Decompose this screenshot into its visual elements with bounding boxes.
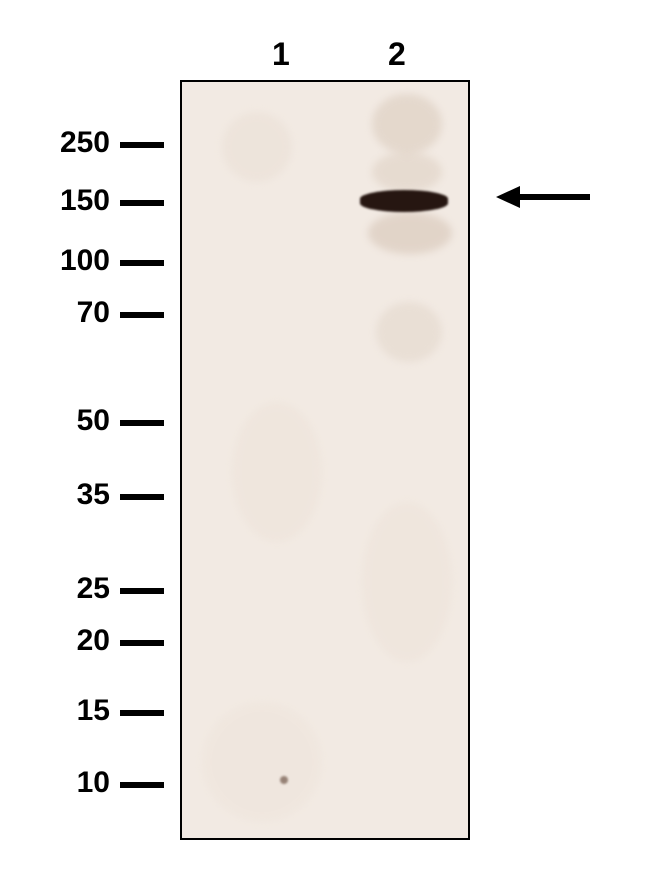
smudge	[376, 302, 442, 362]
blot-figure: 1 2 250 150 100 70 50 35 25 20 15 10	[0, 0, 650, 870]
smudge	[232, 402, 322, 542]
marker-tick	[120, 312, 164, 318]
marker-150: 150	[60, 184, 110, 218]
marker-20: 20	[77, 624, 110, 658]
smudge	[280, 776, 288, 784]
marker-tick	[120, 710, 164, 716]
marker-70: 70	[77, 296, 110, 330]
smudge	[372, 152, 442, 192]
marker-tick	[120, 200, 164, 206]
marker-15: 15	[77, 694, 110, 728]
marker-100: 100	[60, 244, 110, 278]
marker-tick	[120, 588, 164, 594]
band-lane2-main	[360, 190, 448, 212]
marker-35: 35	[77, 478, 110, 512]
marker-25: 25	[77, 572, 110, 606]
marker-10: 10	[77, 766, 110, 800]
lane-label-2: 2	[388, 36, 406, 73]
marker-tick	[120, 420, 164, 426]
arrow-line	[520, 194, 590, 200]
smudge	[368, 212, 452, 254]
marker-tick	[120, 142, 164, 148]
marker-250: 250	[60, 126, 110, 160]
arrow-head-icon	[496, 186, 520, 208]
lane-label-1: 1	[272, 36, 290, 73]
marker-tick	[120, 640, 164, 646]
band-indicator-arrow	[496, 186, 590, 208]
marker-tick	[120, 494, 164, 500]
smudge	[202, 702, 322, 822]
blot-membrane	[180, 80, 470, 840]
smudge	[222, 112, 292, 182]
marker-50: 50	[77, 404, 110, 438]
marker-tick	[120, 260, 164, 266]
smudge	[362, 502, 452, 662]
smudge	[372, 94, 442, 154]
marker-tick	[120, 782, 164, 788]
